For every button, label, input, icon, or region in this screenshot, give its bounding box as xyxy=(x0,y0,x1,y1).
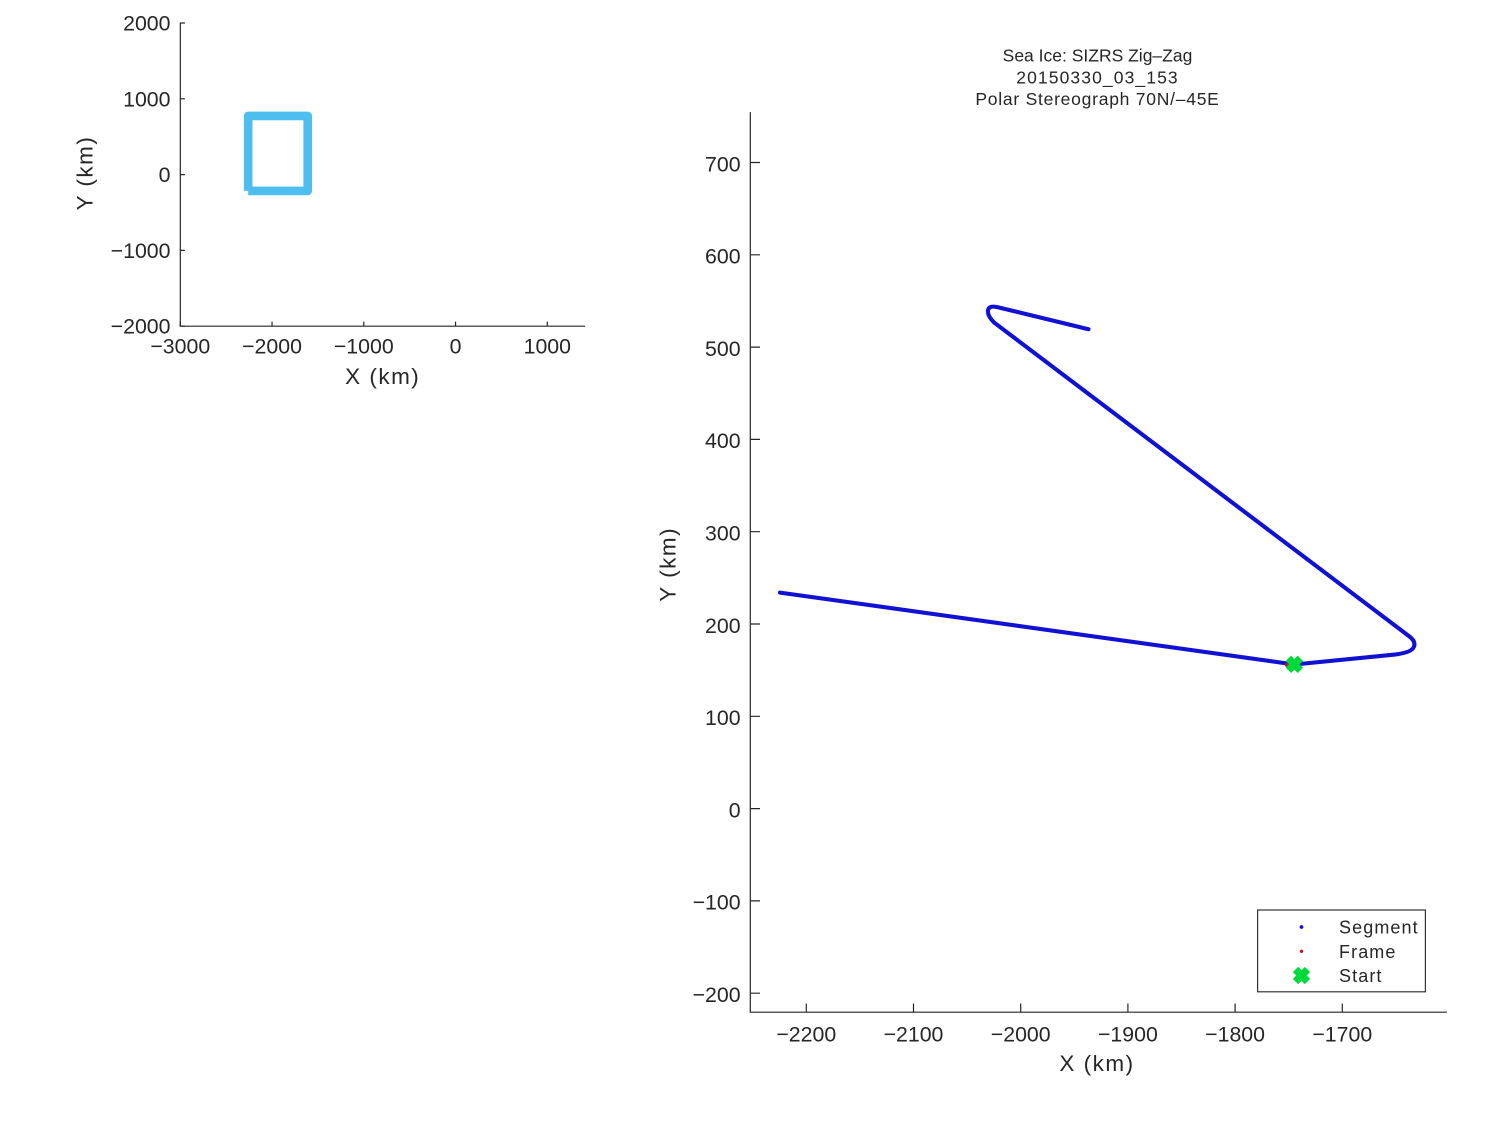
svg-text:−1000: −1000 xyxy=(111,239,171,263)
svg-text:Y (km): Y (km) xyxy=(656,527,681,602)
svg-text:−2000: −2000 xyxy=(111,315,171,339)
svg-text:X (km): X (km) xyxy=(1059,1051,1134,1076)
svg-text:−100: −100 xyxy=(693,891,741,915)
svg-text:−1000: −1000 xyxy=(334,335,394,359)
svg-text:500: 500 xyxy=(705,337,741,361)
svg-text:Sea Ice: SIZRS Zig–Zag: Sea Ice: SIZRS Zig–Zag xyxy=(1003,46,1193,66)
svg-text:−3000: −3000 xyxy=(150,335,210,359)
svg-text:Segment: Segment xyxy=(1339,918,1419,938)
svg-text:−1900: −1900 xyxy=(1098,1022,1158,1046)
svg-text:100: 100 xyxy=(705,706,741,730)
svg-text:2000: 2000 xyxy=(123,12,171,36)
svg-text:Start: Start xyxy=(1339,966,1383,986)
svg-text:0: 0 xyxy=(450,335,462,359)
svg-text:600: 600 xyxy=(705,245,741,269)
svg-text:200: 200 xyxy=(705,614,741,638)
svg-text:X (km): X (km) xyxy=(345,364,420,389)
svg-text:0: 0 xyxy=(159,163,171,187)
svg-text:400: 400 xyxy=(705,429,741,453)
svg-text:−1800: −1800 xyxy=(1205,1022,1265,1046)
svg-text:−1700: −1700 xyxy=(1312,1022,1372,1046)
svg-text:1000: 1000 xyxy=(123,87,171,111)
svg-text:−2200: −2200 xyxy=(776,1022,836,1046)
svg-text:−2000: −2000 xyxy=(242,335,302,359)
svg-text:Y (km): Y (km) xyxy=(72,136,97,211)
svg-text:−2100: −2100 xyxy=(884,1022,944,1046)
svg-text:0: 0 xyxy=(729,798,741,822)
svg-text:20150330_03_153: 20150330_03_153 xyxy=(1016,67,1179,88)
svg-text:−2000: −2000 xyxy=(991,1022,1051,1046)
svg-text:700: 700 xyxy=(705,152,741,176)
svg-text:1000: 1000 xyxy=(524,335,572,359)
svg-text:300: 300 xyxy=(705,522,741,546)
svg-text:−200: −200 xyxy=(693,983,741,1007)
svg-text:Polar Stereograph 70N/–45E: Polar Stereograph 70N/–45E xyxy=(975,89,1219,109)
svg-text:Frame: Frame xyxy=(1339,942,1397,962)
